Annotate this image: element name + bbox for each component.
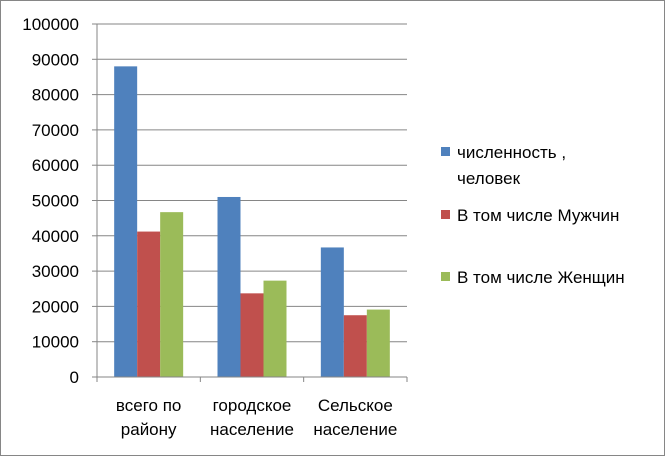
bar (240, 293, 264, 377)
y-tick-label: 10000 (32, 333, 79, 352)
y-tick-label: 90000 (32, 50, 79, 69)
bar (263, 280, 287, 377)
y-tick-label: 20000 (32, 297, 79, 316)
bar (343, 315, 367, 377)
bars (114, 66, 390, 378)
y-tick-label: 100000 (22, 15, 79, 34)
y-tick-label: 80000 (32, 86, 79, 105)
x-category-label: всего по району (116, 396, 181, 439)
y-tick-label: 60000 (32, 156, 79, 175)
x-category-label: городское население (210, 396, 294, 439)
y-tick-label: 50000 (32, 192, 79, 211)
bar (160, 212, 184, 377)
legend-label: В том числе Женщин (457, 268, 625, 287)
x-axis-categories: всего по району городское население Сельское… (116, 396, 397, 439)
y-tick-label: 30000 (32, 262, 79, 281)
legend-swatch (441, 210, 450, 219)
bar (366, 309, 390, 377)
legend-swatch (441, 147, 450, 156)
y-axis-ticks: 0 10000 20000 30000 40000 50000 60000 70000 8000… (22, 15, 79, 387)
y-tick-label: 40000 (32, 227, 79, 246)
y-tick-label: 0 (70, 368, 79, 387)
bar (320, 247, 344, 377)
axes (92, 23, 408, 382)
bar (217, 196, 241, 377)
bar (114, 66, 138, 378)
legend-swatch (441, 272, 450, 281)
legend-label: В том числе Мужчин (457, 206, 619, 225)
bar (137, 231, 161, 377)
x-category-label: Сельское население (313, 396, 397, 439)
y-tick-label: 70000 (32, 121, 79, 140)
legend: численность , человек В том числе Мужчин В … (441, 143, 625, 287)
legend-label: численность , человек (457, 143, 566, 188)
